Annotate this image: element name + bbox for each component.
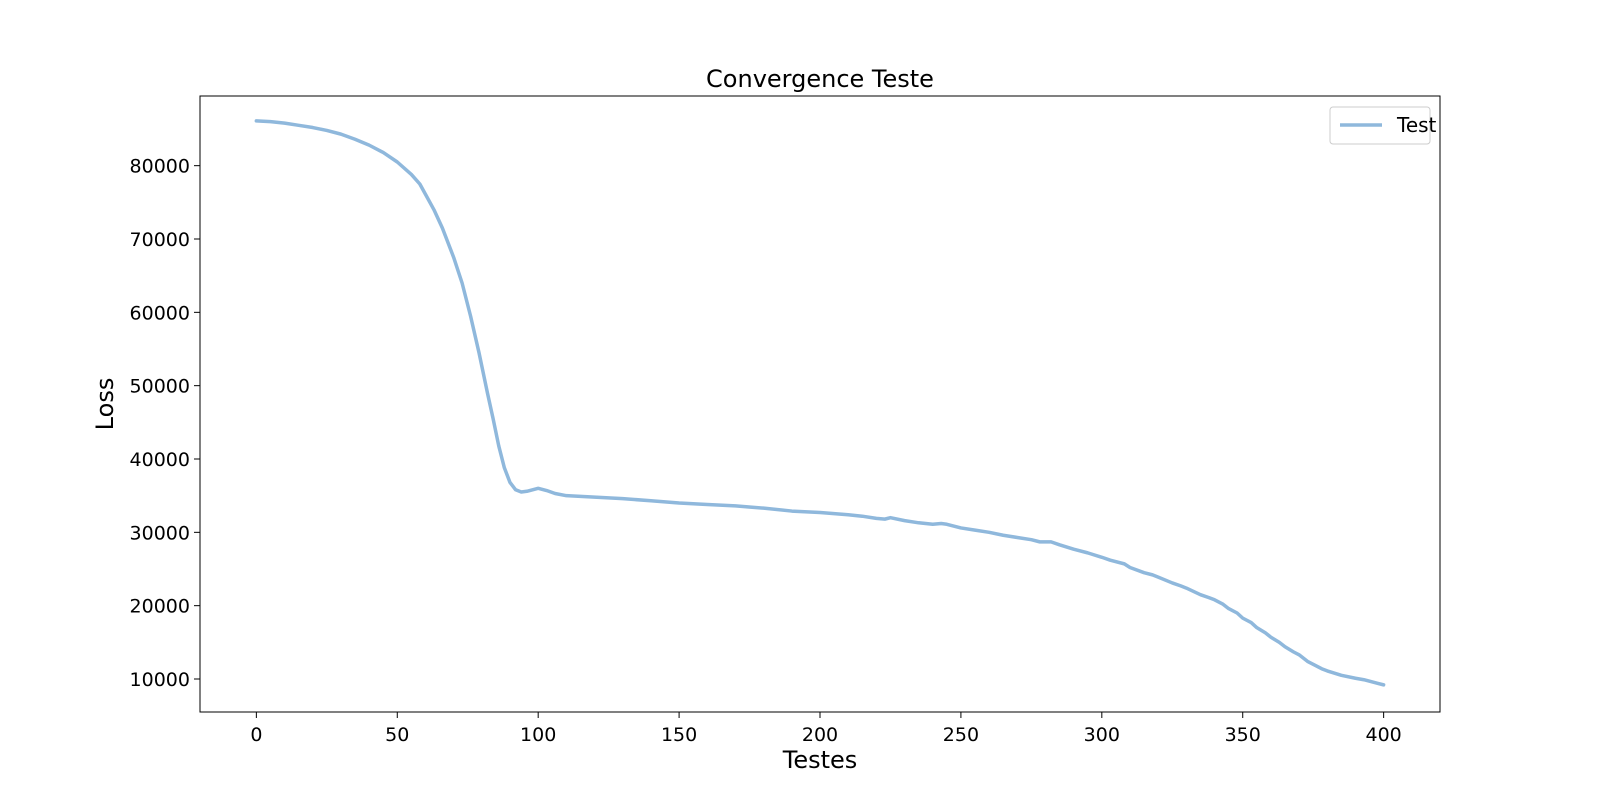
y-tick-label: 80000 — [130, 156, 190, 178]
x-tick-label: 350 — [1225, 724, 1261, 746]
x-axis-label: Testes — [782, 746, 858, 774]
series-line-test — [254, 119, 1386, 687]
y-tick-label: 60000 — [130, 302, 190, 324]
legend-label-test: Test — [1396, 113, 1437, 137]
x-tick-label: 300 — [1084, 724, 1120, 746]
y-tick-label: 50000 — [130, 376, 190, 398]
x-tick-label: 100 — [520, 724, 556, 746]
y-tick-label: 40000 — [130, 449, 190, 471]
y-tick-label: 70000 — [130, 229, 190, 251]
y-tick-label: 30000 — [130, 522, 190, 544]
x-tick-label: 50 — [385, 724, 409, 746]
x-tick-label: 0 — [250, 724, 262, 746]
x-axis-ticks: 0 50 100 150 200 250 300 350 400 — [250, 712, 1402, 746]
chart-title: Convergence Teste — [706, 65, 934, 93]
x-tick-label: 400 — [1366, 724, 1402, 746]
y-axis-ticks: 10000 20000 30000 40000 50000 60000 70000 80000 — [130, 156, 200, 691]
plot-area-frame — [199, 95, 1441, 713]
y-axis-label: Loss — [91, 378, 119, 431]
x-tick-label: 250 — [943, 724, 979, 746]
series-layer — [254, 119, 1386, 687]
x-tick-label: 150 — [661, 724, 697, 746]
x-tick-label: 200 — [802, 724, 838, 746]
y-tick-label: 20000 — [130, 596, 190, 618]
y-tick-label: 10000 — [130, 669, 190, 691]
legend: Test — [1329, 106, 1437, 145]
